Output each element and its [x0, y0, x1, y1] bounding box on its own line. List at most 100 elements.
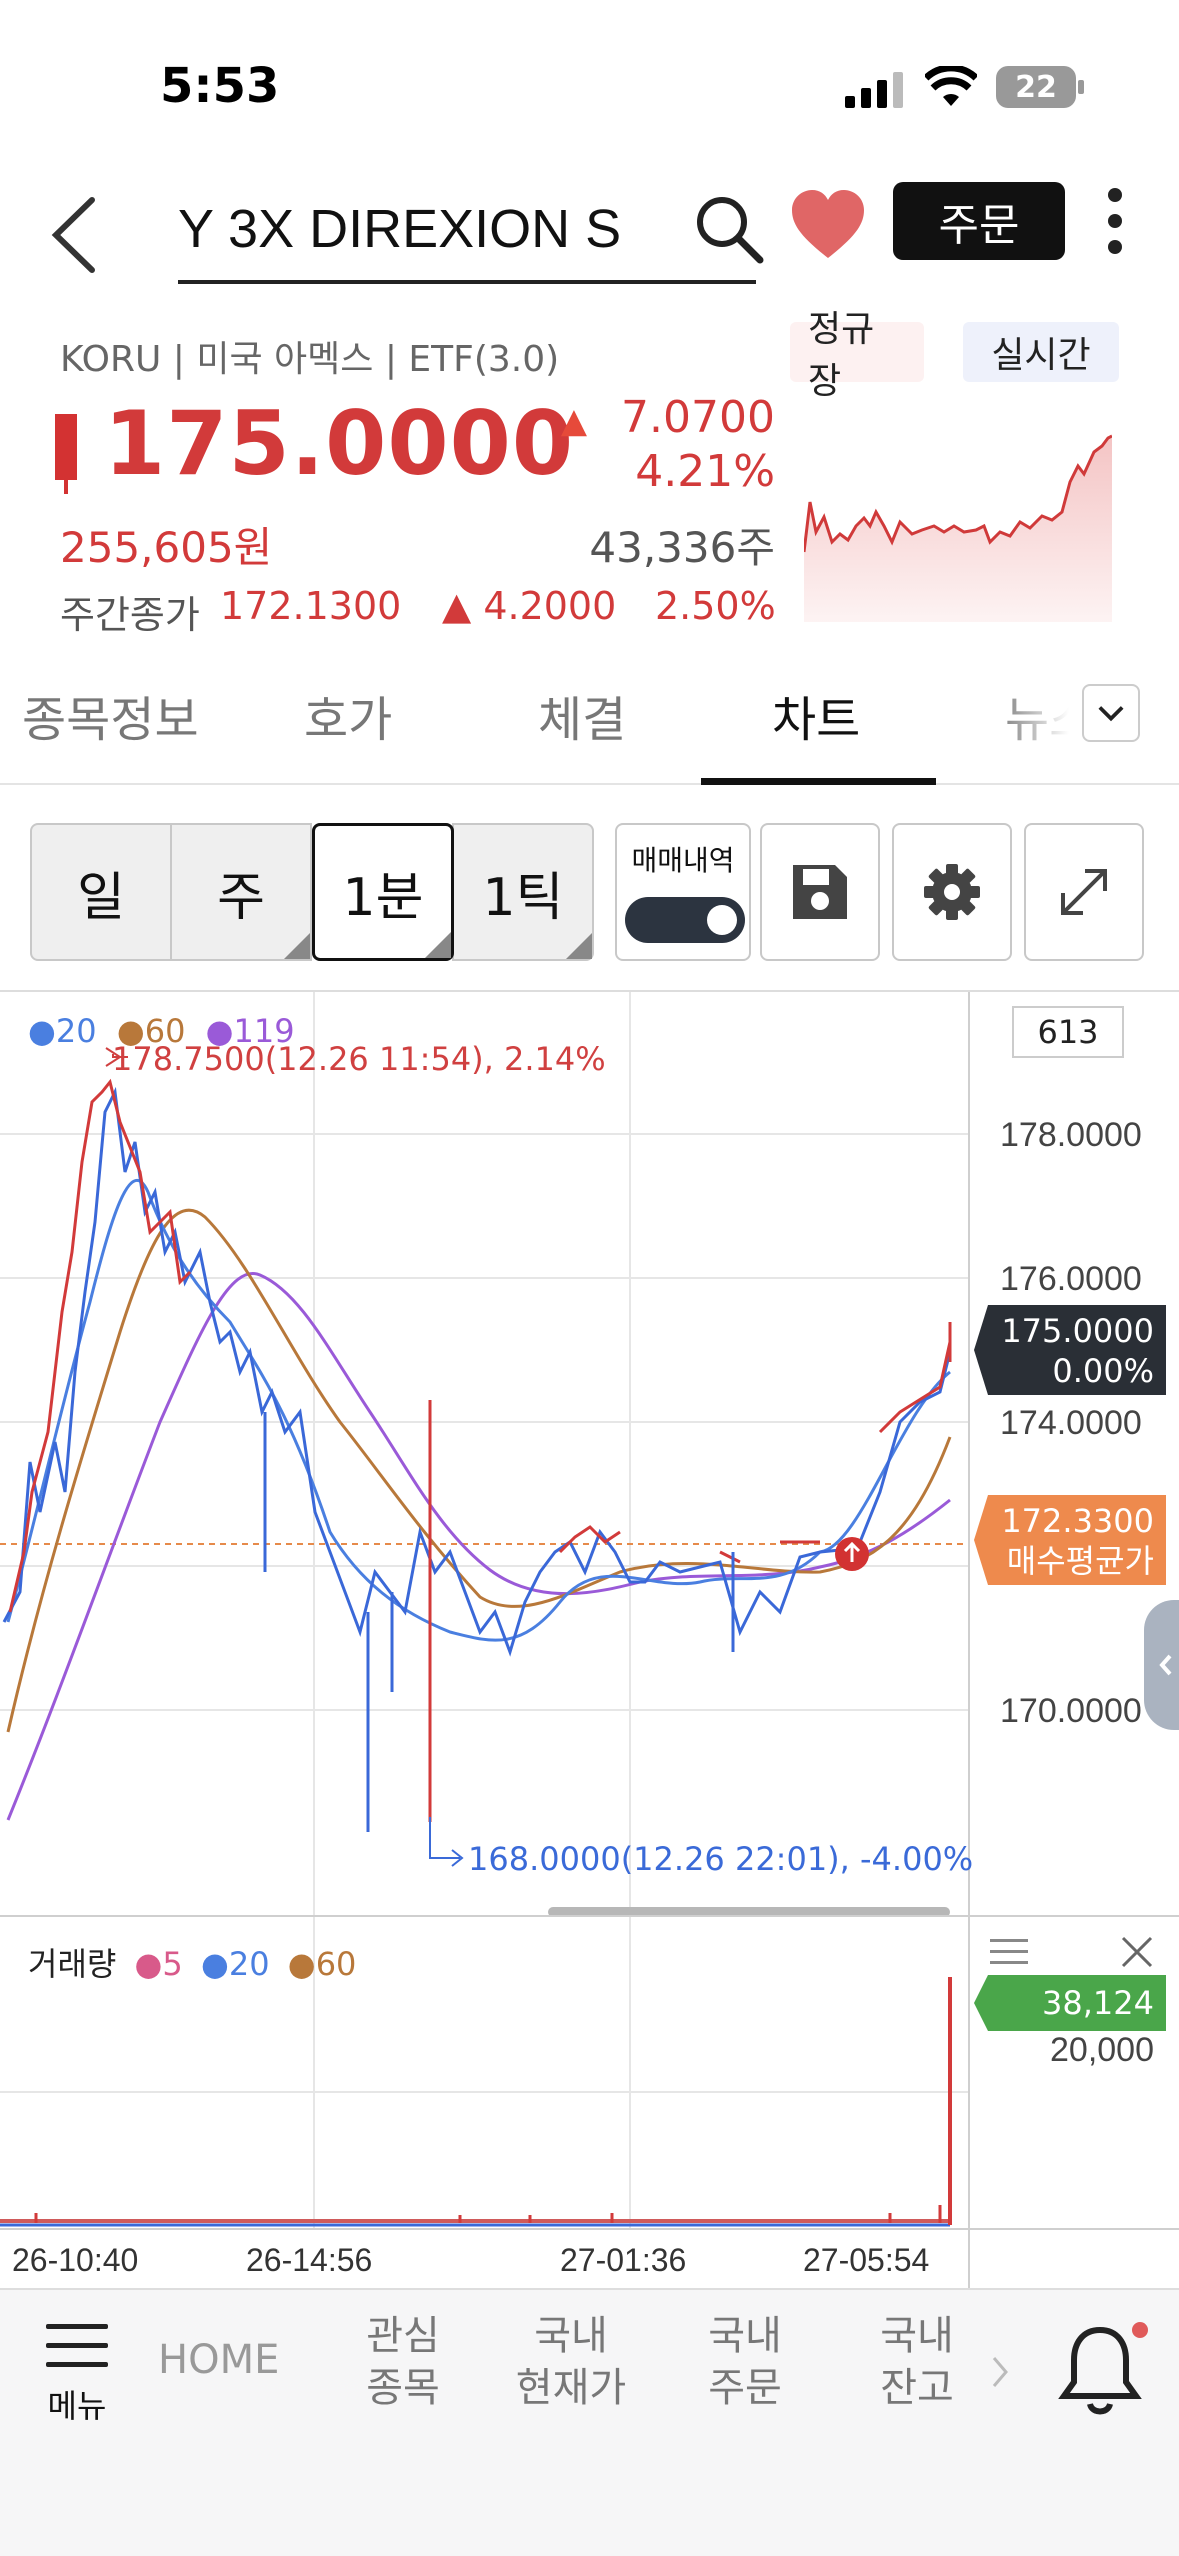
volume-current-tag: 38,124	[974, 1975, 1166, 2031]
legend-ma60: 60	[144, 1012, 186, 1050]
nav-watchlist-line2: 종목	[366, 2365, 440, 2411]
y-axis-divider	[968, 992, 970, 1917]
nav-order-line1: 국내	[708, 2313, 782, 2359]
hamburger-icon[interactable]	[990, 1937, 1032, 1967]
period-week[interactable]: 주	[170, 823, 312, 961]
chart-toolbar: 일 주 1분 1틱 매매내역	[0, 785, 1179, 990]
save-icon	[793, 865, 847, 919]
period-1min-label: 1분	[342, 867, 424, 928]
wifi-icon	[925, 66, 977, 106]
candlestick-plot[interactable]	[0, 992, 968, 1917]
close-icon[interactable]	[1120, 1935, 1154, 1969]
signal-icon	[845, 72, 903, 108]
heart-icon[interactable]	[790, 188, 866, 264]
y-label: 170.0000	[1000, 1692, 1142, 1730]
legend-vol5: 5	[162, 1945, 183, 1983]
ma-legend: ●20 ●60 ●119	[28, 1012, 295, 1050]
legend-ma119: 119	[233, 1012, 295, 1050]
order-button[interactable]: 주문	[893, 182, 1065, 260]
dropdown-corner-icon	[566, 933, 592, 959]
battery-icon: 22	[996, 66, 1076, 108]
menu-icon[interactable]	[46, 2324, 108, 2368]
back-icon[interactable]	[40, 190, 110, 280]
price-change: ▲ 7.0700	[560, 392, 775, 443]
y-label: 176.0000	[1000, 1260, 1142, 1298]
period-1tick-label: 1틱	[482, 867, 564, 928]
chevron-down-icon[interactable]	[1082, 684, 1140, 742]
volume-plot	[0, 1917, 968, 2230]
dropdown-corner-icon	[425, 932, 451, 958]
avg-price-value: 172.3300	[1001, 1502, 1154, 1540]
active-tab-indicator	[701, 778, 936, 786]
sparkline-chart[interactable]	[804, 422, 1112, 622]
legend-dot: ●	[28, 1012, 56, 1050]
period-day[interactable]: 일	[30, 823, 172, 961]
volume-axis-divider	[968, 1917, 970, 2230]
menu-label[interactable]: 메뉴	[47, 2387, 107, 2425]
gear-icon	[924, 864, 980, 920]
x-axis-divider	[968, 2230, 970, 2290]
candle-count[interactable]: 613	[1012, 1006, 1124, 1058]
nav-watchlist-line1: 관심	[366, 2313, 440, 2359]
settings-button[interactable]	[892, 823, 1012, 961]
legend-dot: ●	[287, 1945, 316, 1983]
nav-balance-line1: 국내	[880, 2313, 954, 2359]
up-triangle-icon: ▲	[560, 401, 588, 441]
candle-icon	[55, 414, 77, 494]
x-axis: 26-10:40 26-14:56 27-01:36 27-05:54	[0, 2228, 1179, 2290]
nav-home[interactable]: HOME	[158, 2337, 280, 2383]
nav-quote-line1: 국내	[534, 2313, 608, 2359]
weekly-close-label: 주간종가	[60, 593, 200, 637]
avg-price-tag: 172.3300 매수평균가	[974, 1495, 1166, 1585]
price-change-pct: 4.21%	[635, 446, 775, 497]
weekly-close-change: ▲ 4.2000	[442, 584, 616, 628]
toggle-switch[interactable]	[625, 897, 745, 943]
chevron-right-icon[interactable]	[988, 2352, 1012, 2392]
status-time: 5:53	[160, 58, 280, 114]
x-label: 27-05:54	[803, 2242, 930, 2278]
stock-info: KORU | 미국 아멕스 | ETF(3.0) 정규장 실시간 175.000…	[0, 309, 1179, 650]
side-panel-handle[interactable]	[1144, 1600, 1179, 1730]
price-chart[interactable]: ●20 ●60 ●119 178.7500(12.26 11:54), 2.14…	[0, 990, 1179, 1917]
bell-icon[interactable]	[1052, 2320, 1148, 2420]
stock-title-marquee[interactable]: Y 3X DIREXION S	[178, 180, 756, 284]
tab-orderbook[interactable]: 호가	[304, 692, 393, 748]
period-1min[interactable]: 1분	[312, 823, 454, 961]
nav-order-line2: 주문	[708, 2365, 782, 2411]
x-label: 26-10:40	[12, 2242, 139, 2278]
search-icon[interactable]	[690, 190, 770, 270]
header: Y 3X DIREXION S 주문	[0, 160, 1179, 310]
market-session-badge: 정규장	[790, 309, 924, 402]
tab-stock-info[interactable]: 종목정보	[22, 692, 199, 748]
period-week-label: 주	[217, 867, 265, 928]
expand-button[interactable]	[1024, 823, 1144, 961]
period-1tick[interactable]: 1틱	[452, 823, 594, 961]
chart-scrollbar[interactable]	[548, 1907, 950, 1917]
period-day-label: 일	[77, 867, 125, 928]
realtime-badge: 실시간	[963, 322, 1119, 382]
stock-meta: KORU | 미국 아멕스 | ETF(3.0)	[60, 339, 560, 380]
save-button[interactable]	[760, 823, 880, 961]
volume-y-label: 20,000	[1050, 2031, 1154, 2069]
chevron-left-icon	[1159, 1654, 1172, 1676]
nav-quote-line2: 현재가	[515, 2365, 627, 2411]
tab-bar: 종목정보 호가 체결 차트 뉴스	[0, 650, 1179, 786]
tab-chart[interactable]: 차트	[772, 692, 861, 748]
tab-trades[interactable]: 체결	[538, 692, 627, 748]
nav-balance-line2: 잔고	[880, 2365, 954, 2411]
trade-history-toggle[interactable]: 매매내역	[615, 823, 751, 961]
more-icon[interactable]	[1095, 182, 1135, 272]
volume-shares: 43,336주	[589, 523, 775, 572]
volume-chart[interactable]: 거래량 ●5 ●20 ●60 20,000	[0, 1915, 1179, 2230]
weekly-change-value: 4.2000	[483, 584, 617, 628]
y-label: 174.0000	[1000, 1404, 1142, 1442]
legend-vol20: 20	[228, 1945, 270, 1983]
current-price: 175.0000	[104, 392, 575, 495]
x-label: 26-14:56	[246, 2242, 373, 2278]
legend-ma20: 20	[55, 1012, 97, 1050]
